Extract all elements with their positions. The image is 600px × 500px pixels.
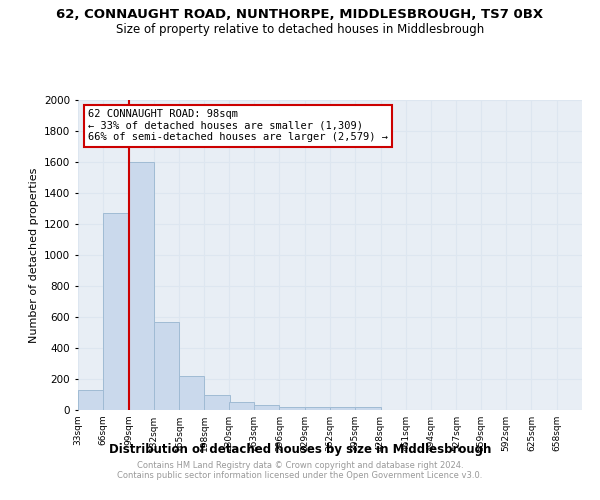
Text: Distribution of detached houses by size in Middlesbrough: Distribution of detached houses by size … xyxy=(109,442,491,456)
Bar xyxy=(229,402,254,410)
Bar xyxy=(330,407,355,410)
Bar xyxy=(305,407,330,410)
Text: 62, CONNAUGHT ROAD, NUNTHORPE, MIDDLESBROUGH, TS7 0BX: 62, CONNAUGHT ROAD, NUNTHORPE, MIDDLESBR… xyxy=(56,8,544,20)
Bar xyxy=(179,376,205,410)
Y-axis label: Number of detached properties: Number of detached properties xyxy=(29,168,38,342)
Text: Contains HM Land Registry data © Crown copyright and database right 2024.
Contai: Contains HM Land Registry data © Crown c… xyxy=(118,460,482,480)
Bar xyxy=(78,390,103,410)
Bar xyxy=(254,406,280,410)
Bar xyxy=(154,322,179,410)
Bar xyxy=(355,407,380,410)
Bar xyxy=(103,213,128,410)
Text: 62 CONNAUGHT ROAD: 98sqm
← 33% of detached houses are smaller (1,309)
66% of sem: 62 CONNAUGHT ROAD: 98sqm ← 33% of detach… xyxy=(88,110,388,142)
Bar xyxy=(205,394,230,410)
Bar xyxy=(280,407,305,410)
Text: Size of property relative to detached houses in Middlesbrough: Size of property relative to detached ho… xyxy=(116,22,484,36)
Bar xyxy=(128,162,154,410)
